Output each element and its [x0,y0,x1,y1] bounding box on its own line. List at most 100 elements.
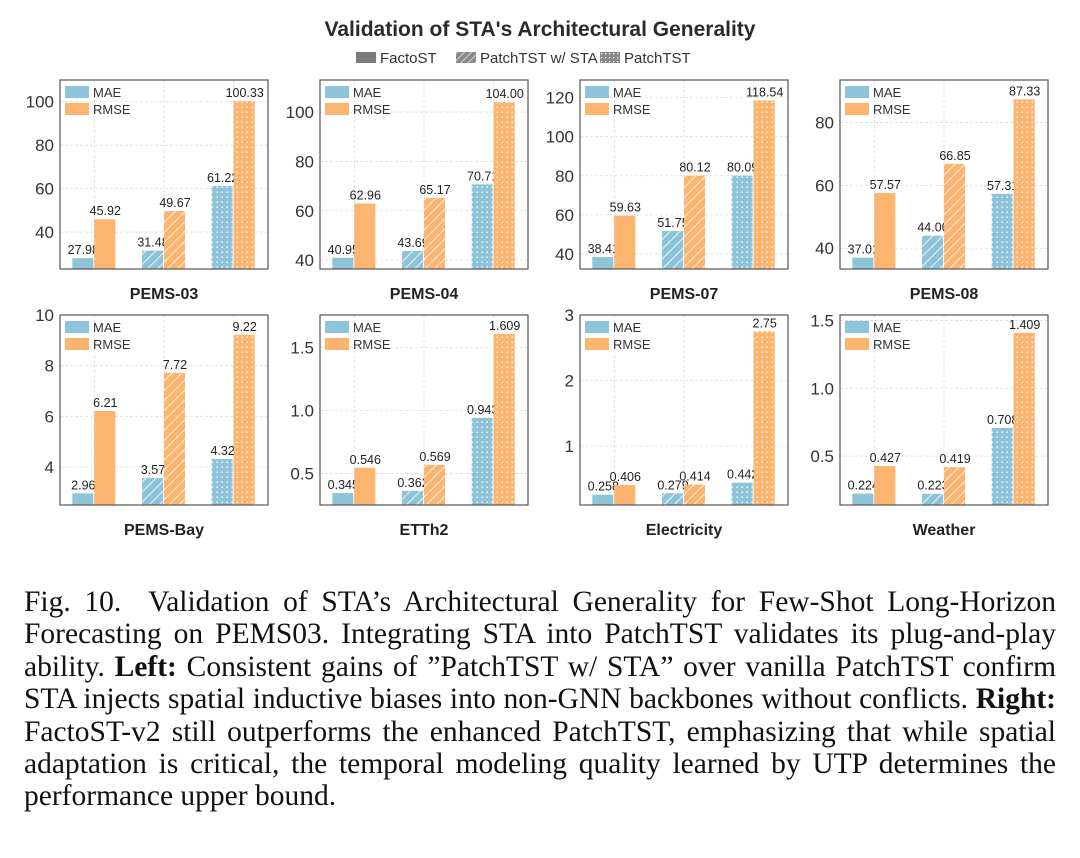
legend-swatch-dots [600,52,620,63]
bar-rmse-patchtst [753,100,775,269]
y-tick-label: 40 [35,223,54,242]
plot-frame [319,314,529,506]
panel-etth2: 0.345 0.362 0.943 0.546 0.569 1.609 0.5 1.0 1.5 M… [290,314,529,539]
data-label: 0.223 [917,479,948,493]
y-tick-label: 1.5 [810,311,834,330]
legend-swatch-mae [585,321,609,333]
y-tick-label: 40 [555,245,574,264]
y-tick-label: 0.5 [290,465,314,484]
data-label: 0.362 [397,476,428,490]
bar-mae-factost [72,493,94,505]
bar-mae-factost [592,257,614,269]
bar-mae-patchtst [731,482,753,505]
legend-label-mae: MAE [613,320,642,335]
y-tick-label: 40 [295,251,314,270]
legend-swatch-rmse [845,338,869,350]
data-label: 37.01 [848,243,879,257]
bar-mae-patchtst [211,185,233,269]
data-label: 0.258 [588,480,619,494]
bar-rmse-patchtst [233,334,255,505]
bar-mae-patchtst [991,427,1013,505]
data-label: 45.92 [90,204,121,218]
bar-rmse-factost [874,466,896,505]
panel-electricity: 0.258 0.279 0.442 0.406 0.414 2.75 1 2 3 MAE RMSE E… [565,306,789,539]
legend-swatch-mae [845,321,869,333]
data-label: 70.71 [467,169,498,183]
data-label: 44.00 [917,221,948,235]
data-label: 65.17 [419,183,450,197]
bar-mae-patchtst-w-sta [402,251,423,269]
bar-rmse-patchtst [1013,99,1035,269]
legend-swatch-mae [325,321,349,333]
bar-mae-patchtst [991,193,1013,269]
panel-title: PEMS-03 [130,286,199,303]
data-label: 2.75 [753,316,777,330]
panel-pems-04: 40.95 43.69 70.71 62.96 65.17 104.00 40 60 80 100… [286,79,529,303]
bar-rmse-patchtst [493,334,515,505]
legend-label-rmse: RMSE [353,102,391,117]
data-label: 0.419 [939,452,970,466]
legend-swatch-rmse [65,338,89,350]
bar-rmse-factost [94,411,116,505]
data-label: 118.54 [746,85,783,99]
data-label: 31.48 [137,236,168,250]
data-label: 0.708 [987,413,1018,427]
legend-label-rmse: RMSE [613,337,651,352]
y-tick-label: 1.0 [810,379,834,398]
bar-mae-patchtst-w-sta [662,230,683,269]
data-label: 0.414 [679,469,710,483]
legend-item-dots: PatchTST [600,50,691,67]
caption-text-2: Consistent gains of ”PatchTST w/ STA” ov… [24,650,1057,716]
bar-rmse-factost [354,467,376,505]
legend-label-rmse: RMSE [873,102,911,117]
bar-rmse-patchtst-w-sta [424,198,445,269]
caption-text-3: FactoST-v2 still outperforms the enhance… [24,715,1056,813]
panel-title: Weather [913,522,976,539]
panel-weather: 0.224 0.223 0.708 0.427 0.419 1.409 0.5 1.0 1.5 M… [810,311,1049,539]
panel-title: PEMS-07 [650,286,719,303]
y-tick-label: 4 [45,458,54,477]
figure: Validation of STA's Architectural Genera… [26,18,1049,539]
data-label: 49.67 [159,196,190,210]
y-tick-label: 60 [815,176,834,195]
bar-mae-factost [332,493,354,505]
panels: 27.9831.4861.2245.9249.67100.33406080100… [26,79,1049,539]
y-tick-label: 120 [546,89,574,108]
bar-mae-factost [852,257,874,269]
data-label: 51.75 [657,216,688,230]
panel-title: Electricity [646,522,723,539]
data-label: 0.442 [727,468,758,482]
data-label: 0.427 [870,451,901,465]
caption-bold-left: Left: [114,650,177,683]
bar-rmse-patchtst [1013,332,1035,505]
bar-rmse-patchtst-w-sta [944,467,965,505]
bar-rmse-patchtst-w-sta [424,464,445,505]
legend-swatch-rmse [325,338,349,350]
bar-rmse-patchtst [493,102,515,269]
bar-mae-factost [852,493,874,505]
y-tick-label: 80 [555,167,574,186]
data-label: 0.943 [467,403,498,417]
legend-swatch-mae [325,86,349,98]
data-label: 2.96 [71,478,95,492]
bar-rmse-patchtst-w-sta [164,211,185,269]
plot-frame [59,79,269,270]
bar-mae-patchtst-w-sta [402,490,423,505]
y-tick-label: 100 [286,103,314,122]
legend-item-solid: FactoST [356,50,437,67]
bar-mae-patchtst-w-sta [142,477,163,505]
legend-swatch-rmse [585,103,609,115]
data-label: 9.22 [233,320,257,334]
panel-title: PEMS-04 [390,286,459,303]
panel-title: ETTh2 [400,522,449,539]
data-label: 100.33 [226,86,264,100]
y-tick-label: 1 [565,437,574,456]
legend-label-rmse: RMSE [873,337,911,352]
bar-rmse-patchtst [753,331,775,505]
data-label: 0.546 [350,453,381,467]
data-label: 0.279 [657,478,688,492]
legend-label-mae: MAE [353,85,382,100]
chart-title: Validation of STA's Architectural Genera… [325,18,756,41]
y-tick-label: 8 [45,357,54,376]
data-label: 57.31 [987,179,1018,193]
